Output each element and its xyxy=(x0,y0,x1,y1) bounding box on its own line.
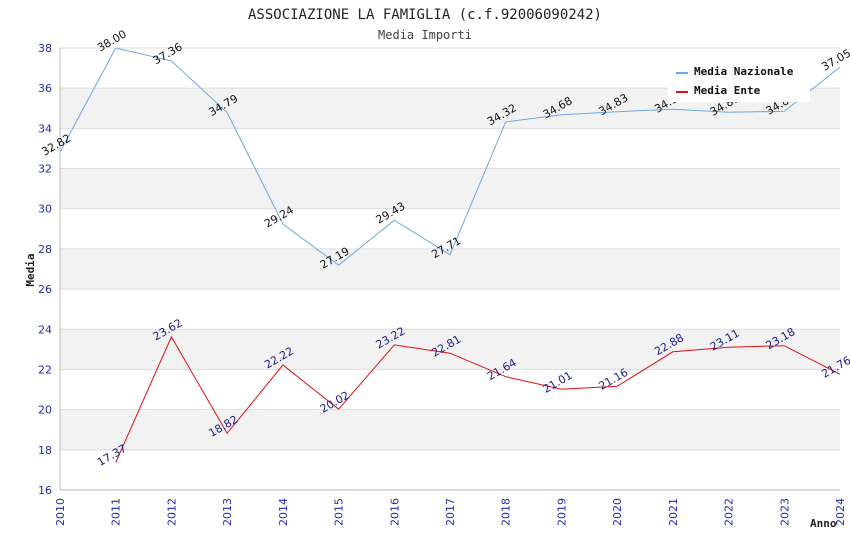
y-tick-label: 26 xyxy=(38,283,52,296)
grid-lines xyxy=(60,47,840,491)
y-tick-label: 38 xyxy=(38,42,52,55)
x-tick-label: 2019 xyxy=(555,498,568,526)
plot-band xyxy=(60,329,840,370)
x-tick-label: 2022 xyxy=(723,498,736,526)
x-tick-label: 2023 xyxy=(778,498,791,526)
plot-band xyxy=(60,248,840,290)
y-tick-label: 36 xyxy=(38,82,52,95)
x-tick-label: 2011 xyxy=(110,498,123,526)
y-axis-label: Media xyxy=(24,253,37,286)
x-tick-labels: 2010 2011 2012 2013 2014 2015 2016 2017 2018 2019… xyxy=(54,498,847,526)
x-tick-label: 2010 xyxy=(54,498,67,526)
data-label-media-nazionale: 37.05 xyxy=(819,47,850,74)
y-tick-label: 22 xyxy=(38,363,52,376)
x-axis-label: Anno xyxy=(810,517,837,530)
x-tick-label: 2014 xyxy=(277,498,290,526)
y-tick-label: 24 xyxy=(38,323,52,336)
legend-label-media-ente: Media Ente xyxy=(694,84,761,97)
y-tick-label: 34 xyxy=(38,122,52,135)
axes xyxy=(59,48,840,491)
x-tick-label: 2024 xyxy=(834,498,847,526)
legend: Media Nazionale Media Ente xyxy=(668,60,810,102)
y-tick-label: 20 xyxy=(38,404,52,417)
x-tick-label: 2018 xyxy=(500,498,513,526)
x-tick-label: 2016 xyxy=(388,498,401,526)
chart-subtitle: Media Importi xyxy=(378,28,472,42)
legend-label-media-nazionale: Media Nazionale xyxy=(694,65,794,78)
x-tick-label: 2013 xyxy=(221,498,234,526)
data-label-media-nazionale: 38.00 xyxy=(95,27,129,54)
y-tick-label: 18 xyxy=(38,444,52,457)
data-label-media-ente: 21.01 xyxy=(541,369,575,396)
data-label-media-nazionale: 32.82 xyxy=(39,132,73,159)
data-label-media-nazionale: 37.36 xyxy=(151,40,185,67)
series-line-media-ente xyxy=(115,335,841,463)
series-lines xyxy=(59,47,841,463)
x-tick-label: 2015 xyxy=(333,498,346,526)
plot-bands xyxy=(60,88,840,450)
y-tick-label: 32 xyxy=(38,163,52,176)
y-tick-labels: 16 18 20 22 24 26 28 30 32 34 36 38 xyxy=(38,42,52,497)
y-tick-label: 30 xyxy=(38,203,52,216)
series-line-media-nazionale xyxy=(59,47,841,266)
y-tick-label: 16 xyxy=(38,484,52,497)
x-tick-label: 2021 xyxy=(667,498,680,526)
y-tick-label: 28 xyxy=(38,243,52,256)
plot-band xyxy=(60,409,840,450)
x-tick-label: 2017 xyxy=(444,498,457,526)
plot-band xyxy=(60,168,840,209)
legend-background xyxy=(668,60,810,102)
chart-title: ASSOCIAZIONE LA FAMIGLIA (c.f.9200609024… xyxy=(248,7,602,23)
x-tick-label: 2020 xyxy=(611,498,624,526)
x-tick-label: 2012 xyxy=(165,498,178,526)
